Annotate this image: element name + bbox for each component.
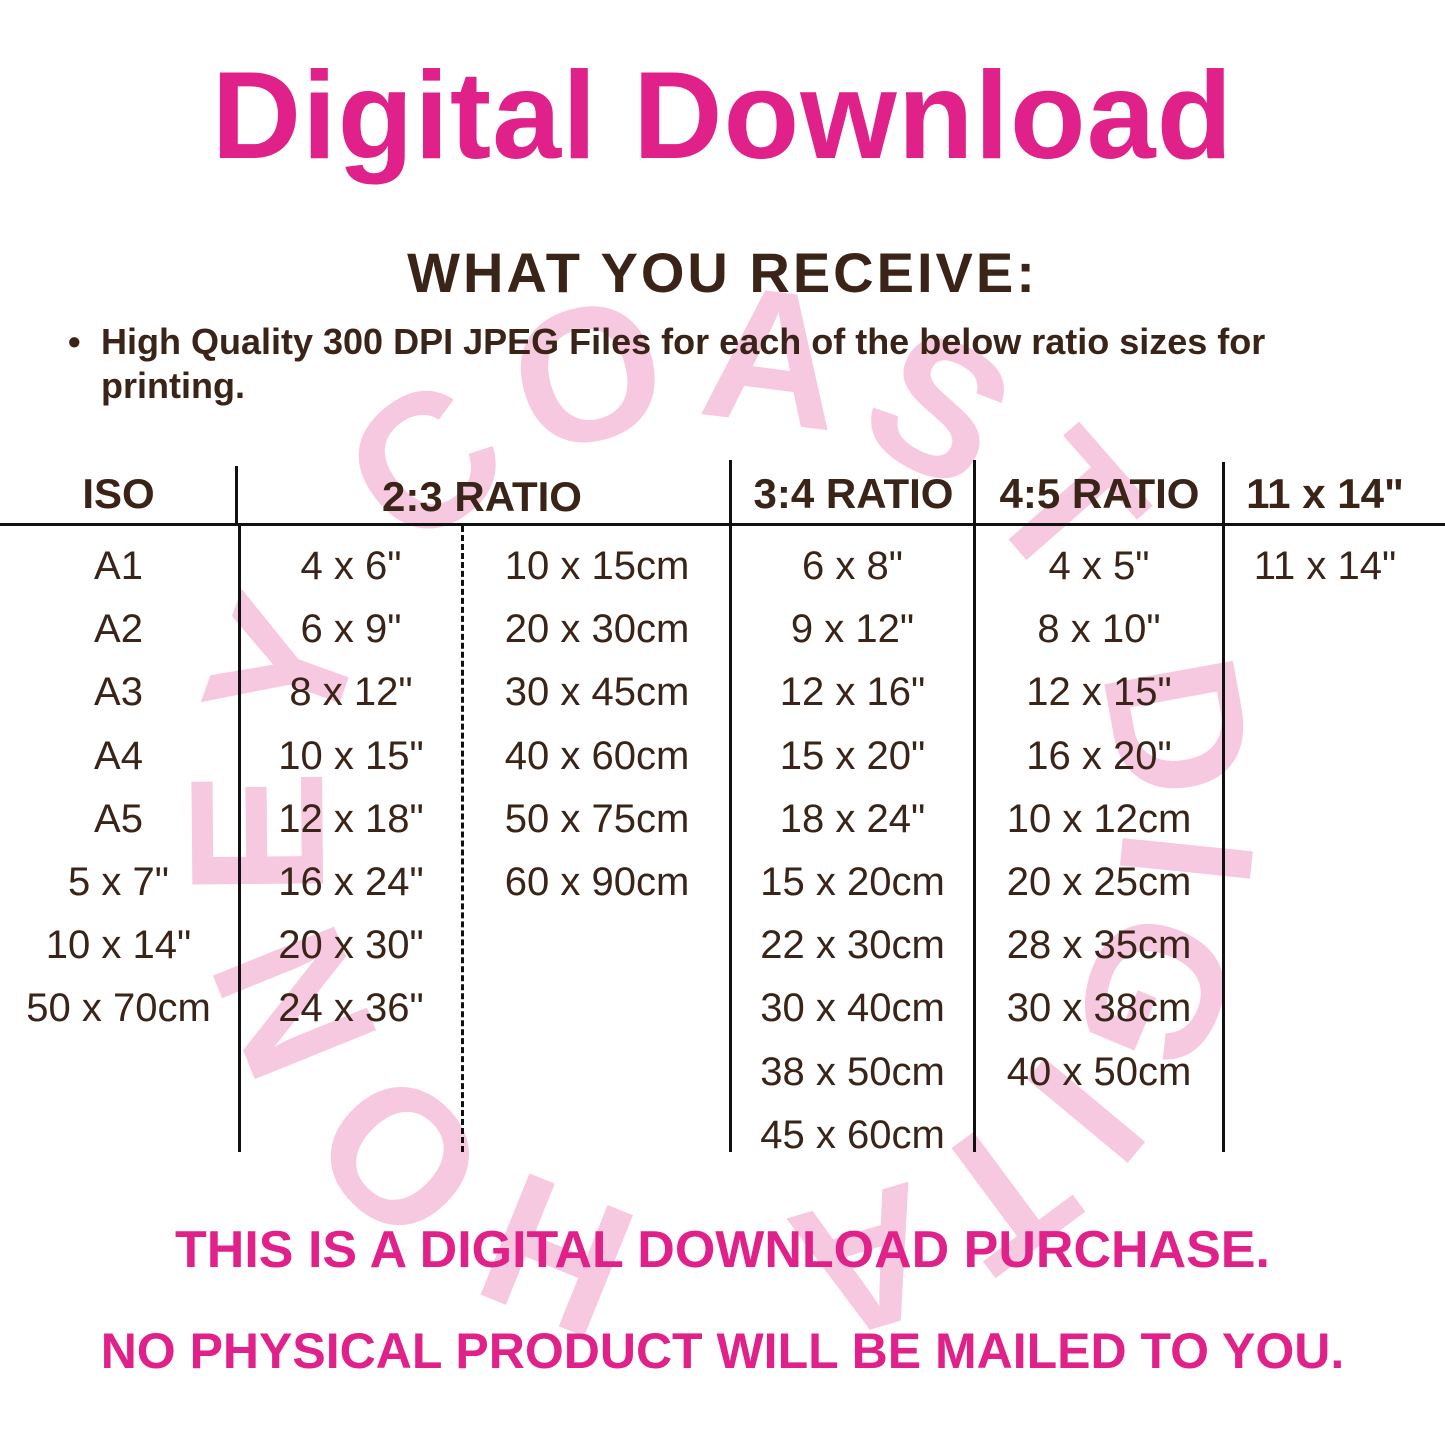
size-cell: 60 x 90cm <box>504 860 690 905</box>
size-cell: A4 <box>94 733 143 778</box>
header-iso: ISO <box>82 470 155 517</box>
size-cell: 24 x 36" <box>278 986 424 1031</box>
column-divider <box>729 460 732 1152</box>
size-cell: 45 x 60cm <box>760 1112 945 1157</box>
size-cell: 6 x 8" <box>802 544 903 588</box>
size-cell: 20 x 30cm <box>504 607 690 652</box>
size-cell: 12 x 18" <box>278 796 424 841</box>
ratio-2-3-cm-column: 10 x 15cm 20 x 30cm 30 x 45cm 40 x 60cm 50 x… <box>465 535 729 914</box>
section-heading: WHAT YOU RECEIVE: <box>407 241 1038 304</box>
column-divider-dashed <box>461 526 464 1152</box>
bullet-text: High Quality 300 DPI JPEG Files for each… <box>101 321 1266 406</box>
size-cell: 12 x 16" <box>779 670 926 715</box>
size-cell: 50 x 75cm <box>504 796 690 841</box>
size-cell: 20 x 30" <box>278 923 424 968</box>
size-11x14-column: 11 x 14" <box>1225 535 1425 598</box>
size-cell: 50 x 70cm <box>26 986 211 1031</box>
ratio-2-3-inch-column: 4 x 6" 6 x 9" 8 x 12" 10 x 15" 12 x 18" 16 x … <box>240 535 462 1041</box>
column-divider <box>973 460 976 1152</box>
footer-notice-2: NO PHYSICAL PRODUCT WILL BE MAILED TO YO… <box>100 1323 1345 1379</box>
header-4-5-ratio: 4:5 RATIO <box>999 470 1200 517</box>
size-cell: 8 x 10" <box>1037 607 1161 652</box>
header-2-3-ratio: 2:3 RATIO <box>382 473 582 520</box>
header-divider <box>0 523 1445 526</box>
size-cell: A3 <box>94 670 143 715</box>
size-cell: 10 x 15" <box>278 733 424 778</box>
size-cell: A5 <box>94 796 143 841</box>
size-cell: 30 x 38cm <box>1006 986 1192 1031</box>
ratio-4-5-column: 4 x 5" 8 x 10" 12 x 15" 16 x 20" 10 x 12cm 20… <box>976 535 1222 1104</box>
size-cell: 5 x 7" <box>68 860 169 905</box>
bullet-icon: • <box>68 321 81 362</box>
size-cell: A2 <box>94 607 143 652</box>
size-cell: 10 x 14" <box>45 923 192 968</box>
size-cell: 18 x 24" <box>779 796 926 841</box>
column-divider <box>1222 462 1225 1152</box>
size-cell: 40 x 50cm <box>1006 1049 1192 1094</box>
column-divider <box>235 466 238 526</box>
size-cell: 15 x 20" <box>779 733 926 778</box>
size-cell: 28 x 35cm <box>1006 923 1192 968</box>
size-cell: 40 x 60cm <box>504 733 690 778</box>
size-cell: 16 x 24" <box>278 860 424 905</box>
footer-notice-1: THIS IS A DIGITAL DOWNLOAD PURCHASE. <box>175 1221 1270 1279</box>
bullet-item: • High Quality 300 DPI JPEG Files for ea… <box>68 320 1418 408</box>
size-cell: 38 x 50cm <box>760 1049 945 1094</box>
header-3-4-ratio: 3:4 RATIO <box>753 470 954 517</box>
iso-column: A1 A2 A3 A4 A5 5 x 7" 10 x 14" 50 x 70cm <box>0 535 237 1041</box>
size-cell: 10 x 12cm <box>1006 796 1192 841</box>
size-cell: 6 x 9" <box>300 607 402 652</box>
ratio-3-4-column: 6 x 8" 9 x 12" 12 x 16" 15 x 20" 18 x 24" 15 … <box>732 535 973 1167</box>
header-11x14: 11 x 14" <box>1246 470 1404 517</box>
size-cell: 20 x 25cm <box>1006 860 1192 905</box>
size-cell: 30 x 45cm <box>504 670 690 715</box>
column-divider <box>238 526 241 1152</box>
page-title: Digital Download <box>211 47 1234 185</box>
size-cell: 12 x 15" <box>1026 670 1172 715</box>
size-cell: 30 x 40cm <box>760 986 945 1031</box>
size-cell: 22 x 30cm <box>760 923 945 968</box>
size-cell: 4 x 5" <box>1048 544 1150 588</box>
size-cell: 10 x 15cm <box>504 544 690 588</box>
size-cell: 15 x 20cm <box>760 860 945 905</box>
size-cell: 9 x 12" <box>790 607 915 652</box>
size-cell: 11 x 14" <box>1253 544 1397 588</box>
size-cell: A1 <box>94 544 143 588</box>
size-cell: 4 x 6" <box>300 544 402 588</box>
size-cell: 8 x 12" <box>289 670 413 715</box>
size-cell: 16 x 20" <box>1026 733 1172 778</box>
